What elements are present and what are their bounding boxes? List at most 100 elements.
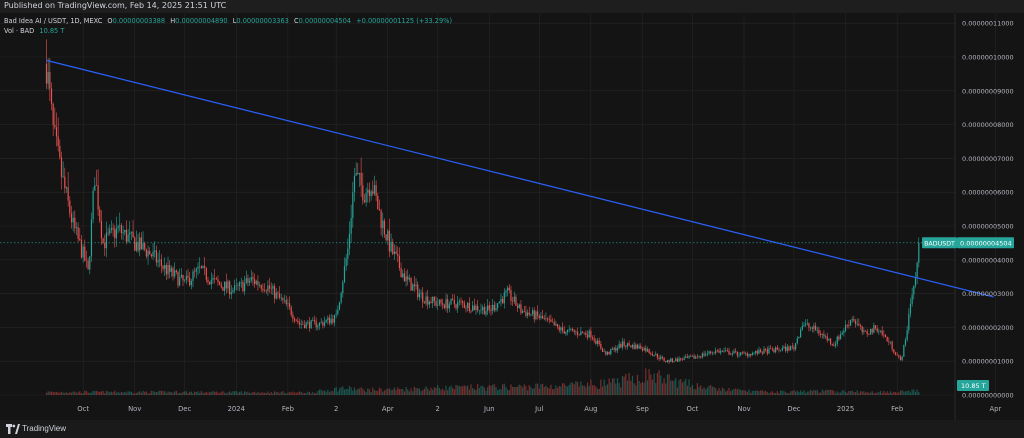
volume-bar — [184, 391, 186, 395]
candle-body — [631, 344, 634, 348]
volume-bar — [467, 385, 469, 395]
candle-body — [235, 285, 237, 286]
volume-bar — [352, 390, 354, 395]
volume-bar — [546, 387, 549, 395]
candle-body — [347, 248, 349, 259]
volume-bar — [533, 388, 535, 395]
volume-bar — [253, 391, 256, 395]
candle-body — [512, 300, 514, 302]
volume-bar — [430, 387, 432, 395]
x-tick-label: 2025 — [837, 405, 854, 413]
volume-bar — [753, 390, 755, 395]
volume-bar — [262, 392, 264, 395]
volume-bar — [230, 392, 232, 395]
volume-bar — [422, 390, 424, 395]
candle-body — [350, 218, 352, 234]
candle-body — [821, 334, 823, 335]
volume-bar — [571, 382, 574, 395]
volume-bar — [626, 380, 629, 395]
volume-bar — [360, 387, 362, 395]
volume-bar — [77, 392, 79, 395]
candle-body — [868, 334, 870, 335]
volume-bar — [536, 383, 539, 395]
volume-bar — [135, 392, 137, 395]
candle-body — [834, 344, 837, 346]
candle-body — [104, 242, 106, 249]
candle-body — [109, 229, 111, 234]
candle-body — [177, 271, 179, 286]
volume-bar — [763, 391, 765, 395]
candle-body — [903, 345, 905, 357]
candle-body — [67, 187, 69, 201]
volume-bar — [735, 388, 737, 395]
candle-body — [60, 157, 63, 178]
volume-bar — [72, 391, 74, 395]
volume-bar — [152, 391, 154, 395]
candle-body — [708, 351, 710, 354]
volume-bar — [645, 368, 647, 395]
volume-bar — [200, 390, 202, 395]
candle-body — [320, 322, 322, 323]
candle-body — [457, 301, 459, 309]
candle-body — [182, 274, 184, 281]
volume-bar — [543, 386, 545, 395]
volume-bar — [858, 392, 860, 395]
candle-body — [723, 350, 725, 352]
volume-bar — [144, 391, 146, 395]
candle-body — [670, 358, 672, 362]
candle-body — [700, 356, 702, 358]
volume-bar — [721, 387, 723, 395]
volume-bar — [240, 391, 242, 395]
volume-bar — [130, 391, 132, 395]
candle-body — [745, 353, 747, 354]
candle-body — [869, 328, 872, 335]
candle-body — [222, 287, 224, 291]
candle-body — [558, 326, 560, 331]
volume-bar — [323, 390, 326, 395]
volume-bar — [741, 390, 743, 395]
volume-bar — [330, 391, 332, 395]
candle-body — [215, 278, 217, 280]
candle-body — [287, 303, 289, 305]
volume-bar — [748, 389, 750, 395]
x-tick-label: Dec — [178, 405, 191, 413]
candle-body — [292, 314, 294, 319]
candle-body — [760, 349, 762, 353]
volume-bar — [493, 384, 495, 395]
candle-body — [89, 256, 91, 270]
volume-bar — [252, 392, 254, 395]
volume-bar — [608, 378, 610, 395]
candle-body — [397, 254, 399, 256]
volume-bar — [611, 378, 614, 395]
candle-body — [625, 345, 627, 347]
volume-bar — [293, 392, 296, 395]
volume-bar — [913, 389, 915, 395]
candle-body — [172, 268, 174, 277]
volume-bar — [325, 391, 327, 395]
x-tick-label: Nov — [128, 405, 141, 413]
low-key: L — [232, 17, 237, 25]
volume-bar — [305, 393, 307, 395]
volume-bar — [680, 379, 682, 395]
candle-body — [225, 281, 227, 289]
volume-bar — [49, 391, 51, 395]
volume-bar — [705, 389, 707, 395]
volume-bar — [450, 385, 452, 395]
candle-body — [230, 292, 232, 295]
volume-bar — [530, 387, 532, 395]
volume-bar — [526, 390, 529, 395]
candle-body — [378, 209, 381, 211]
candle-body — [293, 318, 296, 321]
volume-bar — [283, 392, 286, 395]
candle-body — [883, 334, 885, 336]
volume-bar — [573, 384, 575, 395]
candle-body — [392, 242, 394, 254]
volume-bar — [448, 386, 450, 395]
volume-bar — [765, 390, 767, 395]
candle-body — [773, 349, 775, 353]
volume-bar — [605, 385, 607, 395]
candle-body — [112, 227, 114, 230]
candle-body — [260, 284, 262, 289]
candle-body — [300, 324, 302, 325]
